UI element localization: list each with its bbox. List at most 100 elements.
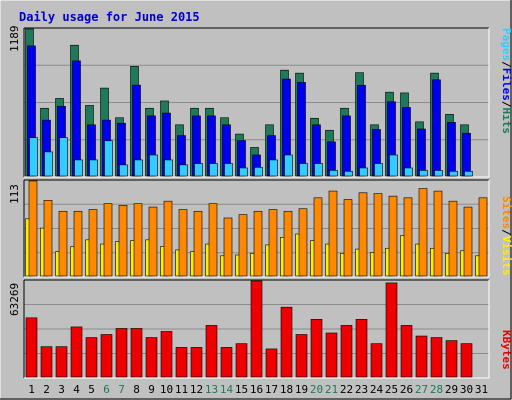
kbytes-bar	[55, 346, 68, 378]
pages-bar	[179, 164, 188, 177]
sites-bar	[178, 209, 188, 277]
legend-kbytes: KBytes	[500, 330, 512, 370]
sites-bar	[298, 208, 308, 277]
pages-bar	[149, 154, 158, 177]
sites-bar	[133, 203, 143, 277]
files-bar	[297, 82, 306, 177]
kbytes-bar	[430, 337, 443, 378]
pages-bar	[239, 167, 248, 177]
sites-bar	[28, 180, 38, 277]
sites-bar	[448, 200, 458, 277]
sites-bar	[313, 197, 323, 277]
pages-bar	[119, 164, 128, 177]
sites-bar	[433, 190, 443, 277]
sites-bar	[343, 199, 353, 277]
panel2-ymax-label: 113	[8, 184, 21, 204]
kbytes-bar	[400, 325, 413, 378]
x-tick-label: 7	[118, 383, 125, 396]
pages-bar	[224, 163, 233, 177]
panel-3	[23, 279, 490, 379]
pages-bar	[359, 167, 368, 177]
sites-bar	[283, 210, 293, 277]
kbytes-bar	[250, 280, 263, 378]
panel3-ymax-label: 63269	[8, 283, 21, 316]
sites-bar	[403, 197, 413, 277]
sites-bar	[88, 209, 98, 277]
pages-bar	[194, 163, 203, 177]
sites-bar	[358, 192, 368, 277]
pages-bar	[104, 140, 113, 177]
pages-bar	[314, 163, 323, 177]
x-tick-label: 18	[280, 383, 293, 396]
x-tick-label: 26	[400, 383, 413, 396]
sites-bar	[388, 195, 398, 277]
pages-bar	[389, 154, 398, 177]
sites-bar	[478, 197, 488, 277]
pages-bar	[29, 137, 38, 177]
pages-bar	[284, 154, 293, 177]
kbytes-bar	[205, 325, 218, 378]
x-tick-label: 14	[220, 383, 234, 396]
x-tick-label: 30	[460, 383, 473, 396]
panel1-legend: Pages/Files/Hits	[500, 28, 512, 134]
chart-title: Daily usage for June 2015	[19, 10, 200, 24]
sites-bar	[373, 193, 383, 277]
kbytes-bar	[190, 347, 203, 378]
pages-bar	[344, 171, 353, 177]
chart-panels	[23, 27, 490, 379]
kbytes-bar	[325, 332, 338, 378]
x-tick-label: 8	[133, 383, 140, 396]
pages-bar	[89, 159, 98, 177]
sites-bar	[418, 188, 428, 277]
sites-bar	[73, 210, 83, 277]
pages-bar	[269, 159, 278, 177]
legend-pages: Pages	[500, 28, 512, 61]
legend-sep-3: /	[500, 229, 512, 236]
files-bar	[402, 107, 411, 177]
kbytes-bar	[295, 334, 308, 378]
panel-1	[23, 27, 490, 178]
sites-bar	[328, 190, 338, 277]
kbytes-bar	[25, 317, 38, 378]
sites-bar	[253, 210, 263, 277]
pages-bar	[209, 163, 218, 177]
legend-hits: Hits	[500, 108, 512, 135]
pages-bar	[44, 151, 53, 177]
legend-sep-2: /	[500, 101, 512, 108]
pages-bar	[134, 159, 143, 177]
kbytes-bar	[100, 334, 113, 378]
x-tick-label: 10	[160, 383, 173, 396]
pages-bar	[59, 137, 68, 177]
sites-bar	[163, 200, 173, 277]
sites-bar	[148, 206, 158, 277]
x-tick-label: 31	[475, 383, 488, 396]
sites-bar	[103, 203, 113, 277]
kbytes-bar	[355, 319, 368, 378]
kbytes-bar	[70, 326, 83, 378]
sites-bar	[58, 210, 68, 277]
pages-bar	[464, 171, 473, 177]
sites-bar	[43, 200, 53, 277]
x-tick-label: 19	[295, 383, 308, 396]
sites-bar	[268, 209, 278, 277]
sites-bar	[118, 205, 128, 277]
kbytes-bar	[415, 335, 428, 378]
x-tick-label: 1	[28, 383, 35, 396]
x-tick-label: 29	[445, 383, 458, 396]
pages-bar	[404, 167, 413, 177]
x-tick-label: 17	[265, 383, 278, 396]
sites-bar	[223, 217, 233, 277]
x-tick-label: 20	[310, 383, 323, 396]
legend-visits: Visits	[500, 236, 512, 276]
kbytes-bar	[385, 282, 398, 378]
x-tick-label: 15	[235, 383, 248, 396]
kbytes-bar	[340, 325, 353, 378]
x-tick-label: 27	[415, 383, 428, 396]
x-tick-label: 25	[385, 383, 398, 396]
kbytes-bar	[265, 348, 278, 378]
pages-bar	[329, 170, 338, 177]
kbytes-bar	[460, 343, 473, 378]
kbytes-bar	[220, 347, 233, 378]
